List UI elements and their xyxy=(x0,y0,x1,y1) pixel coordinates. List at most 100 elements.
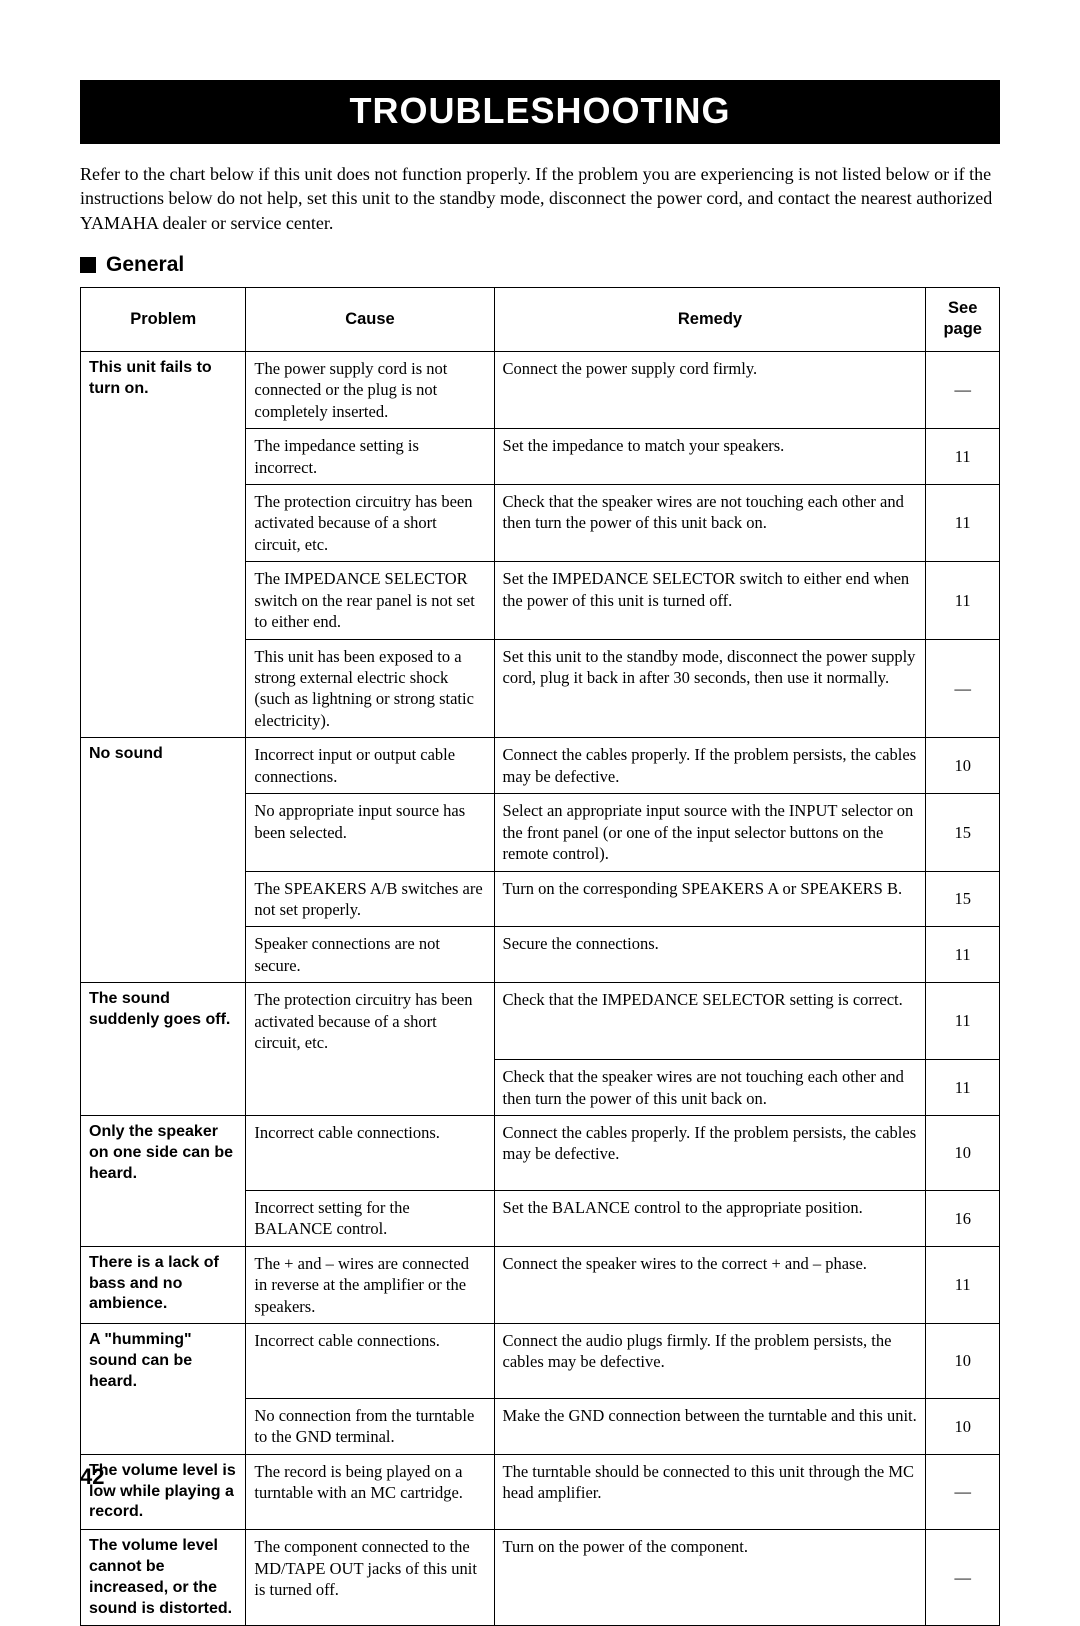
cause-cell: This unit has been exposed to a strong e… xyxy=(246,639,494,738)
page-number: 42 xyxy=(80,1464,104,1490)
table-row: The protection circuitry has been activa… xyxy=(81,484,1000,561)
col-header-problem: Problem xyxy=(81,287,246,351)
cause-cell: The + and – wires are connected in rever… xyxy=(246,1246,494,1323)
table-row: Check that the speaker wires are not tou… xyxy=(81,1060,1000,1116)
page-cell: 11 xyxy=(926,562,1000,639)
page-cell: — xyxy=(926,1530,1000,1626)
page-cell: 11 xyxy=(926,927,1000,983)
table-row: This unit fails to turn on.The power sup… xyxy=(81,351,1000,428)
cause-cell: The component connected to the MD/TAPE O… xyxy=(246,1530,494,1626)
problem-cell xyxy=(81,639,246,738)
problem-cell: A "humming" sound can be heard. xyxy=(81,1324,246,1399)
page-cell: 11 xyxy=(926,484,1000,561)
problem-cell xyxy=(81,927,246,983)
page-cell: 11 xyxy=(926,1246,1000,1323)
table-row: No soundIncorrect input or output cable … xyxy=(81,738,1000,794)
table-row: The volume level is low while playing a … xyxy=(81,1454,1000,1529)
problem-cell xyxy=(81,562,246,639)
title-bar: TROUBLESHOOTING xyxy=(80,80,1000,144)
remedy-cell: Set this unit to the standby mode, disco… xyxy=(494,639,926,738)
cause-cell: No connection from the turntable to the … xyxy=(246,1398,494,1454)
remedy-cell: Set the IMPEDANCE SELECTOR switch to eit… xyxy=(494,562,926,639)
table-row: A "humming" sound can be heard.Incorrect… xyxy=(81,1324,1000,1399)
problem-cell: Only the speaker on one side can be hear… xyxy=(81,1115,246,1190)
problem-cell: The volume level is low while playing a … xyxy=(81,1454,246,1529)
remedy-cell: Select an appropriate input source with … xyxy=(494,794,926,871)
section-title: General xyxy=(106,253,184,277)
remedy-cell: Set the BALANCE control to the appropria… xyxy=(494,1190,926,1246)
cause-cell: Incorrect setting for the BALANCE contro… xyxy=(246,1190,494,1246)
cause-cell: No appropriate input source has been sel… xyxy=(246,794,494,871)
table-row: The SPEAKERS A/B switches are not set pr… xyxy=(81,871,1000,927)
troubleshooting-table: Problem Cause Remedy See page This unit … xyxy=(80,287,1000,1626)
remedy-cell: Turn on the power of the component. xyxy=(494,1530,926,1626)
problem-cell xyxy=(81,871,246,927)
problem-cell: There is a lack of bass and no ambience. xyxy=(81,1246,246,1323)
page-cell: 10 xyxy=(926,738,1000,794)
intro-paragraph: Refer to the chart below if this unit do… xyxy=(80,162,1000,235)
remedy-cell: Turn on the corresponding SPEAKERS A or … xyxy=(494,871,926,927)
remedy-cell: Set the impedance to match your speakers… xyxy=(494,429,926,485)
problem-cell xyxy=(81,1190,246,1246)
cause-cell: The protection circuitry has been activa… xyxy=(246,484,494,561)
square-bullet-icon xyxy=(80,257,96,273)
remedy-cell: Connect the audio plugs firmly. If the p… xyxy=(494,1324,926,1399)
cause-cell: The protection circuitry has been activa… xyxy=(246,983,494,1060)
page-cell: — xyxy=(926,639,1000,738)
page-cell: 10 xyxy=(926,1115,1000,1190)
cause-cell xyxy=(246,1060,494,1116)
remedy-cell: Connect the cables properly. If the prob… xyxy=(494,738,926,794)
table-row: This unit has been exposed to a strong e… xyxy=(81,639,1000,738)
table-row: The IMPEDANCE SELECTOR switch on the rea… xyxy=(81,562,1000,639)
problem-cell xyxy=(81,1398,246,1454)
remedy-cell: Check that the speaker wires are not tou… xyxy=(494,484,926,561)
table-body: This unit fails to turn on.The power sup… xyxy=(81,351,1000,1626)
page-cell: — xyxy=(926,1454,1000,1529)
remedy-cell: Check that the speaker wires are not tou… xyxy=(494,1060,926,1116)
table-row: Only the speaker on one side can be hear… xyxy=(81,1115,1000,1190)
table-row: There is a lack of bass and no ambience.… xyxy=(81,1246,1000,1323)
page-cell: 15 xyxy=(926,871,1000,927)
table-header-row: Problem Cause Remedy See page xyxy=(81,287,1000,351)
section-heading: General xyxy=(80,253,1000,277)
remedy-cell: Make the GND connection between the turn… xyxy=(494,1398,926,1454)
page-cell: 16 xyxy=(926,1190,1000,1246)
table-row: No appropriate input source has been sel… xyxy=(81,794,1000,871)
page-cell: 11 xyxy=(926,429,1000,485)
col-header-remedy: Remedy xyxy=(494,287,926,351)
page-cell: 11 xyxy=(926,983,1000,1060)
remedy-cell: Secure the connections. xyxy=(494,927,926,983)
page-cell: 11 xyxy=(926,1060,1000,1116)
problem-cell xyxy=(81,1060,246,1116)
col-header-cause: Cause xyxy=(246,287,494,351)
remedy-cell: Connect the power supply cord firmly. xyxy=(494,351,926,428)
table-row: Incorrect setting for the BALANCE contro… xyxy=(81,1190,1000,1246)
table-row: Speaker connections are not secure.Secur… xyxy=(81,927,1000,983)
cause-cell: The SPEAKERS A/B switches are not set pr… xyxy=(246,871,494,927)
remedy-cell: Check that the IMPEDANCE SELECTOR settin… xyxy=(494,983,926,1060)
page-cell: 10 xyxy=(926,1324,1000,1399)
remedy-cell: Connect the cables properly. If the prob… xyxy=(494,1115,926,1190)
cause-cell: The power supply cord is not connected o… xyxy=(246,351,494,428)
page-cell: — xyxy=(926,351,1000,428)
cause-cell: The impedance setting is incorrect. xyxy=(246,429,494,485)
cause-cell: Incorrect cable connections. xyxy=(246,1324,494,1399)
problem-cell: This unit fails to turn on. xyxy=(81,351,246,428)
cause-cell: Incorrect input or output cable connecti… xyxy=(246,738,494,794)
table-row: The impedance setting is incorrect.Set t… xyxy=(81,429,1000,485)
remedy-cell: Connect the speaker wires to the correct… xyxy=(494,1246,926,1323)
problem-cell xyxy=(81,429,246,485)
page-cell: 15 xyxy=(926,794,1000,871)
cause-cell: Speaker connections are not secure. xyxy=(246,927,494,983)
table-row: No connection from the turntable to the … xyxy=(81,1398,1000,1454)
table-row: The volume level cannot be increased, or… xyxy=(81,1530,1000,1626)
table-row: The sound suddenly goes off.The protecti… xyxy=(81,983,1000,1060)
cause-cell: The record is being played on a turntabl… xyxy=(246,1454,494,1529)
problem-cell xyxy=(81,484,246,561)
problem-cell xyxy=(81,794,246,871)
page-title: TROUBLESHOOTING xyxy=(80,90,1000,132)
cause-cell: The IMPEDANCE SELECTOR switch on the rea… xyxy=(246,562,494,639)
col-header-page: See page xyxy=(926,287,1000,351)
remedy-cell: The turntable should be connected to thi… xyxy=(494,1454,926,1529)
problem-cell: The sound suddenly goes off. xyxy=(81,983,246,1060)
